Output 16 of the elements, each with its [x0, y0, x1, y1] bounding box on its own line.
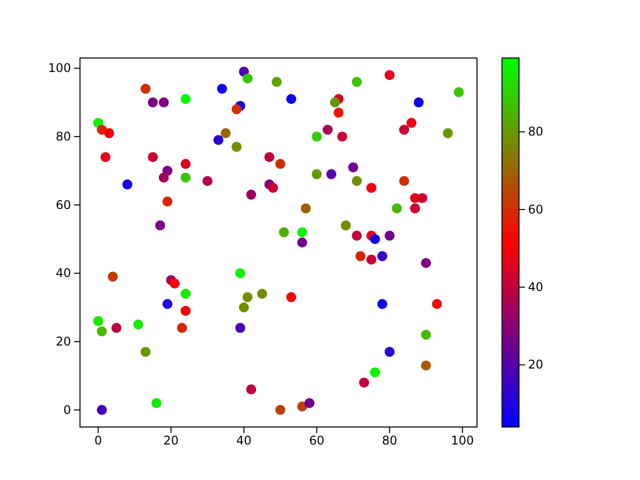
- x-tick-label: 40: [236, 434, 252, 448]
- x-tick-label: 100: [450, 434, 474, 448]
- color-bar-label: 80: [528, 124, 544, 139]
- x-tick-label: 60: [309, 434, 324, 448]
- x-tick-label: 80: [382, 434, 398, 448]
- y-tick-label: 40: [56, 266, 71, 280]
- color-bar-label: 60: [528, 202, 544, 216]
- y-tick-label: 60: [56, 198, 71, 212]
- color-bar-label: 20: [528, 358, 544, 372]
- y-tick-label: 0: [63, 402, 71, 417]
- color-bar-label: 40: [528, 280, 544, 294]
- y-tick-label: 100: [48, 61, 71, 76]
- y-tick-label: 80: [56, 129, 71, 144]
- y-tick-label: 20: [56, 334, 71, 348]
- x-tick-label: 0: [94, 434, 102, 448]
- x-tick-label: 20: [163, 434, 179, 448]
